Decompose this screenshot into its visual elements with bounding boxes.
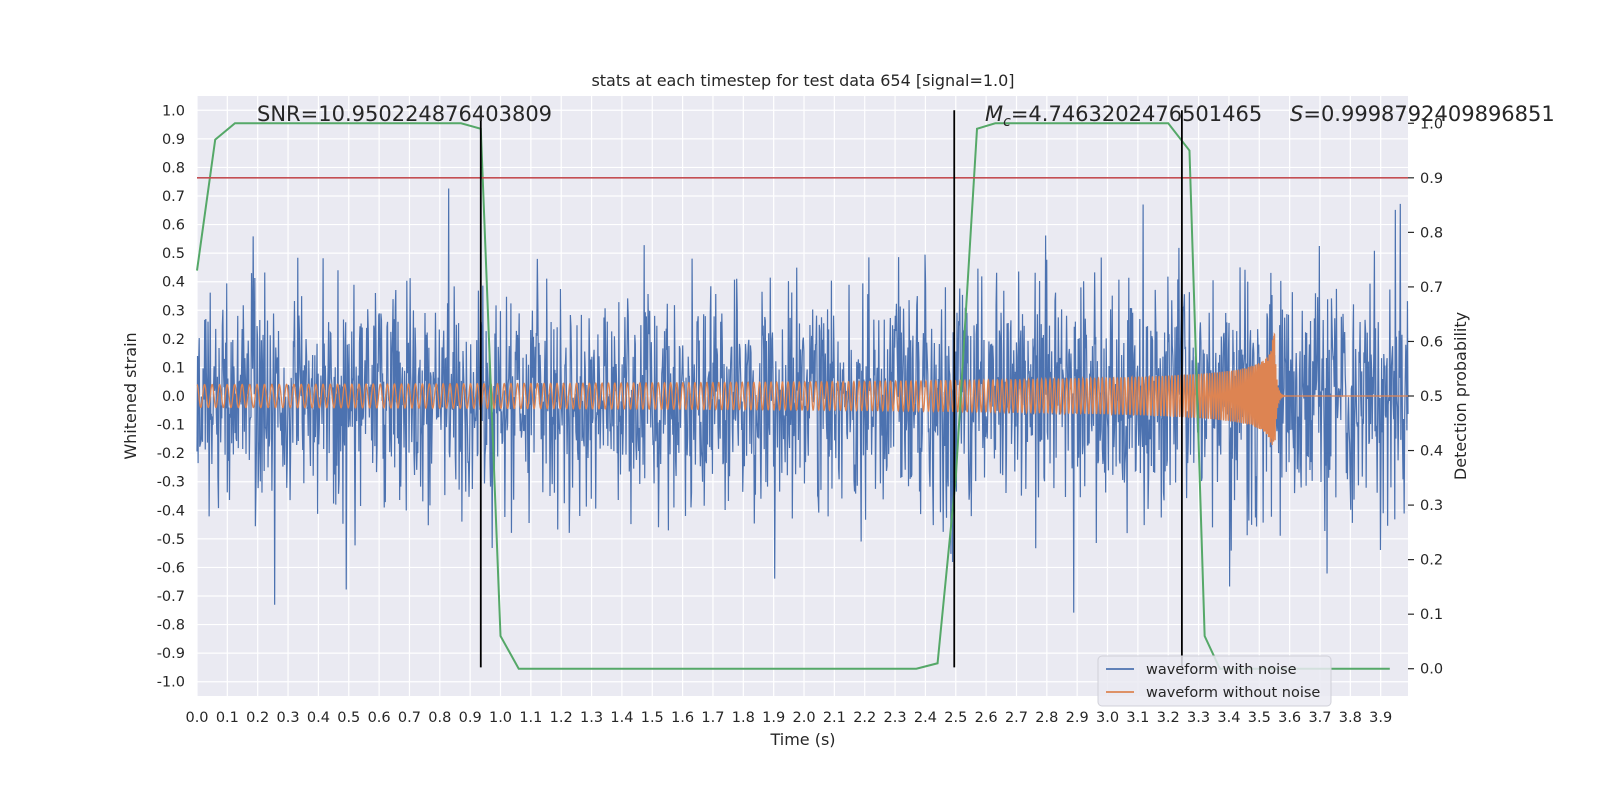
y-tick-label-left: 0.1 xyxy=(162,360,185,376)
y-tick-label-right: 0.3 xyxy=(1420,498,1443,514)
x-tick-label: 0.9 xyxy=(459,710,482,726)
y-tick-label-right: 0.6 xyxy=(1420,334,1443,350)
y-tick-label-left: -0.3 xyxy=(157,475,185,491)
x-tick-label: 2.4 xyxy=(914,710,937,726)
x-tick-label: 3.4 xyxy=(1217,710,1240,726)
y-tick-label-right: 0.2 xyxy=(1420,553,1443,569)
x-tick-label: 2.6 xyxy=(975,710,998,726)
x-tick-label: 3.5 xyxy=(1248,710,1271,726)
x-tick-label: 2.0 xyxy=(792,710,815,726)
y-tick-label-right: 0.7 xyxy=(1420,280,1443,296)
x-tick-label: 2.9 xyxy=(1066,710,1089,726)
x-tick-label: 2.7 xyxy=(1005,710,1028,726)
y-axis-label-left: Whitened strain xyxy=(121,332,140,459)
y-tick-label-left: 0.9 xyxy=(162,132,185,148)
legend-box xyxy=(1097,655,1332,707)
x-tick-label: 3.9 xyxy=(1369,710,1392,726)
y-tick-label-right: 0.1 xyxy=(1420,607,1443,623)
x-tick-label: 0.2 xyxy=(246,710,269,726)
ticks-layer: 0.0 0.1 0.2 0.3 0.4 0.5 0.6 0.7 0.8 0.9 1.0 1.1 1.2 1… xyxy=(157,103,1443,726)
y-tick-label-left: -0.8 xyxy=(157,618,185,634)
y-tick-label-left: 0.2 xyxy=(162,332,185,348)
y-tick-label-left: 0.4 xyxy=(162,275,185,291)
prob-layer xyxy=(196,122,1390,670)
vline-layer xyxy=(479,110,1183,668)
x-tick-label: 2.5 xyxy=(944,710,967,726)
score-annotation: S=0.9998792409896851 xyxy=(1290,102,1555,126)
legend-label-noise: waveform with noise xyxy=(1146,662,1297,678)
x-tick-label: 1.5 xyxy=(641,710,664,726)
y-tick-label-left: 0.0 xyxy=(162,389,185,405)
y-tick-label-left: -0.4 xyxy=(157,503,185,519)
x-tick-label: 1.0 xyxy=(489,710,512,726)
chirp-mass-subscript: c xyxy=(1003,114,1011,130)
x-axis-label: Time (s) xyxy=(769,730,835,749)
x-tick-label: 2.8 xyxy=(1035,710,1058,726)
y-tick-label-left: 0.8 xyxy=(162,160,185,176)
y-tick-label-left: -0.2 xyxy=(157,446,185,462)
x-tick-label: 0.1 xyxy=(216,710,239,726)
x-tick-label: 2.1 xyxy=(823,710,846,726)
chirp-mass-annotation: Mc=4.7463202476501465 xyxy=(985,102,1262,130)
y-tick-label-left: 0.6 xyxy=(162,218,185,234)
x-tick-label: 0.3 xyxy=(277,710,300,726)
chirp-mass-symbol: M xyxy=(985,102,1003,126)
x-tick-label: 0.7 xyxy=(398,710,421,726)
x-tick-label: 1.3 xyxy=(580,710,603,726)
x-tick-label: 3.1 xyxy=(1126,710,1149,726)
x-tick-label: 0.0 xyxy=(185,710,208,726)
y-tick-label-left: -0.9 xyxy=(157,646,185,662)
x-tick-label: 0.6 xyxy=(368,710,391,726)
y-tick-label-right: 0.4 xyxy=(1420,444,1443,460)
score-value: =0.9998792409896851 xyxy=(1303,102,1554,126)
y-tick-label-left: -0.6 xyxy=(157,560,185,576)
y-tick-label-right: 0.0 xyxy=(1420,662,1443,678)
series-waveform-without-noise xyxy=(196,332,1408,446)
y-tick-label-left: -0.7 xyxy=(157,589,185,605)
y-tick-label-left: 0.7 xyxy=(162,189,185,205)
y-tick-label-right: 0.8 xyxy=(1420,225,1443,241)
x-tick-label: 1.1 xyxy=(519,710,542,726)
y-axis-label-right: Detection probability xyxy=(1451,312,1470,480)
x-tick-label: 3.2 xyxy=(1157,710,1180,726)
legend: waveform with noise waveform without noi… xyxy=(1097,655,1332,707)
x-tick-label: 2.3 xyxy=(884,710,907,726)
legend-label-clean: waveform without noise xyxy=(1146,685,1320,701)
x-tick-label: 3.3 xyxy=(1187,710,1210,726)
series-detection-probability xyxy=(196,122,1390,670)
chart-title: stats at each timestep for test data 654… xyxy=(591,71,1014,90)
y-tick-label-left: 1.0 xyxy=(162,103,185,119)
y-tick-label-left: 0.5 xyxy=(162,246,185,262)
snr-annotation: SNR=10.950224876403809 xyxy=(257,102,552,126)
x-tick-label: 1.4 xyxy=(610,710,633,726)
x-tick-label: 3.0 xyxy=(1096,710,1119,726)
x-tick-label: 1.6 xyxy=(671,710,694,726)
y-tick-label-left: -0.5 xyxy=(157,532,185,548)
noise-layer xyxy=(196,188,1409,613)
x-tick-label: 0.8 xyxy=(428,710,451,726)
x-tick-label: 3.8 xyxy=(1339,710,1362,726)
y-tick-label-left: -1.0 xyxy=(157,675,185,691)
x-tick-label: 1.7 xyxy=(701,710,724,726)
x-tick-label: 0.4 xyxy=(307,710,330,726)
x-tick-label: 3.7 xyxy=(1308,710,1331,726)
score-symbol: S xyxy=(1290,102,1303,126)
x-tick-label: 2.2 xyxy=(853,710,876,726)
x-tick-label: 3.6 xyxy=(1278,710,1301,726)
x-tick-label: 1.2 xyxy=(550,710,573,726)
x-tick-label: 0.5 xyxy=(337,710,360,726)
y-tick-label-left: -0.1 xyxy=(157,418,185,434)
x-tick-label: 1.9 xyxy=(762,710,785,726)
y-tick-label-right: 1.0 xyxy=(1420,116,1443,132)
y-tick-label-left: 0.3 xyxy=(162,303,185,319)
clean-layer xyxy=(196,332,1408,446)
y-tick-label-right: 0.5 xyxy=(1420,389,1443,405)
x-tick-label: 1.8 xyxy=(732,710,755,726)
chirp-mass-value: =4.7463202476501465 xyxy=(1011,102,1262,126)
series-waveform-with-noise xyxy=(196,188,1409,613)
y-tick-label-right: 0.9 xyxy=(1420,171,1443,187)
